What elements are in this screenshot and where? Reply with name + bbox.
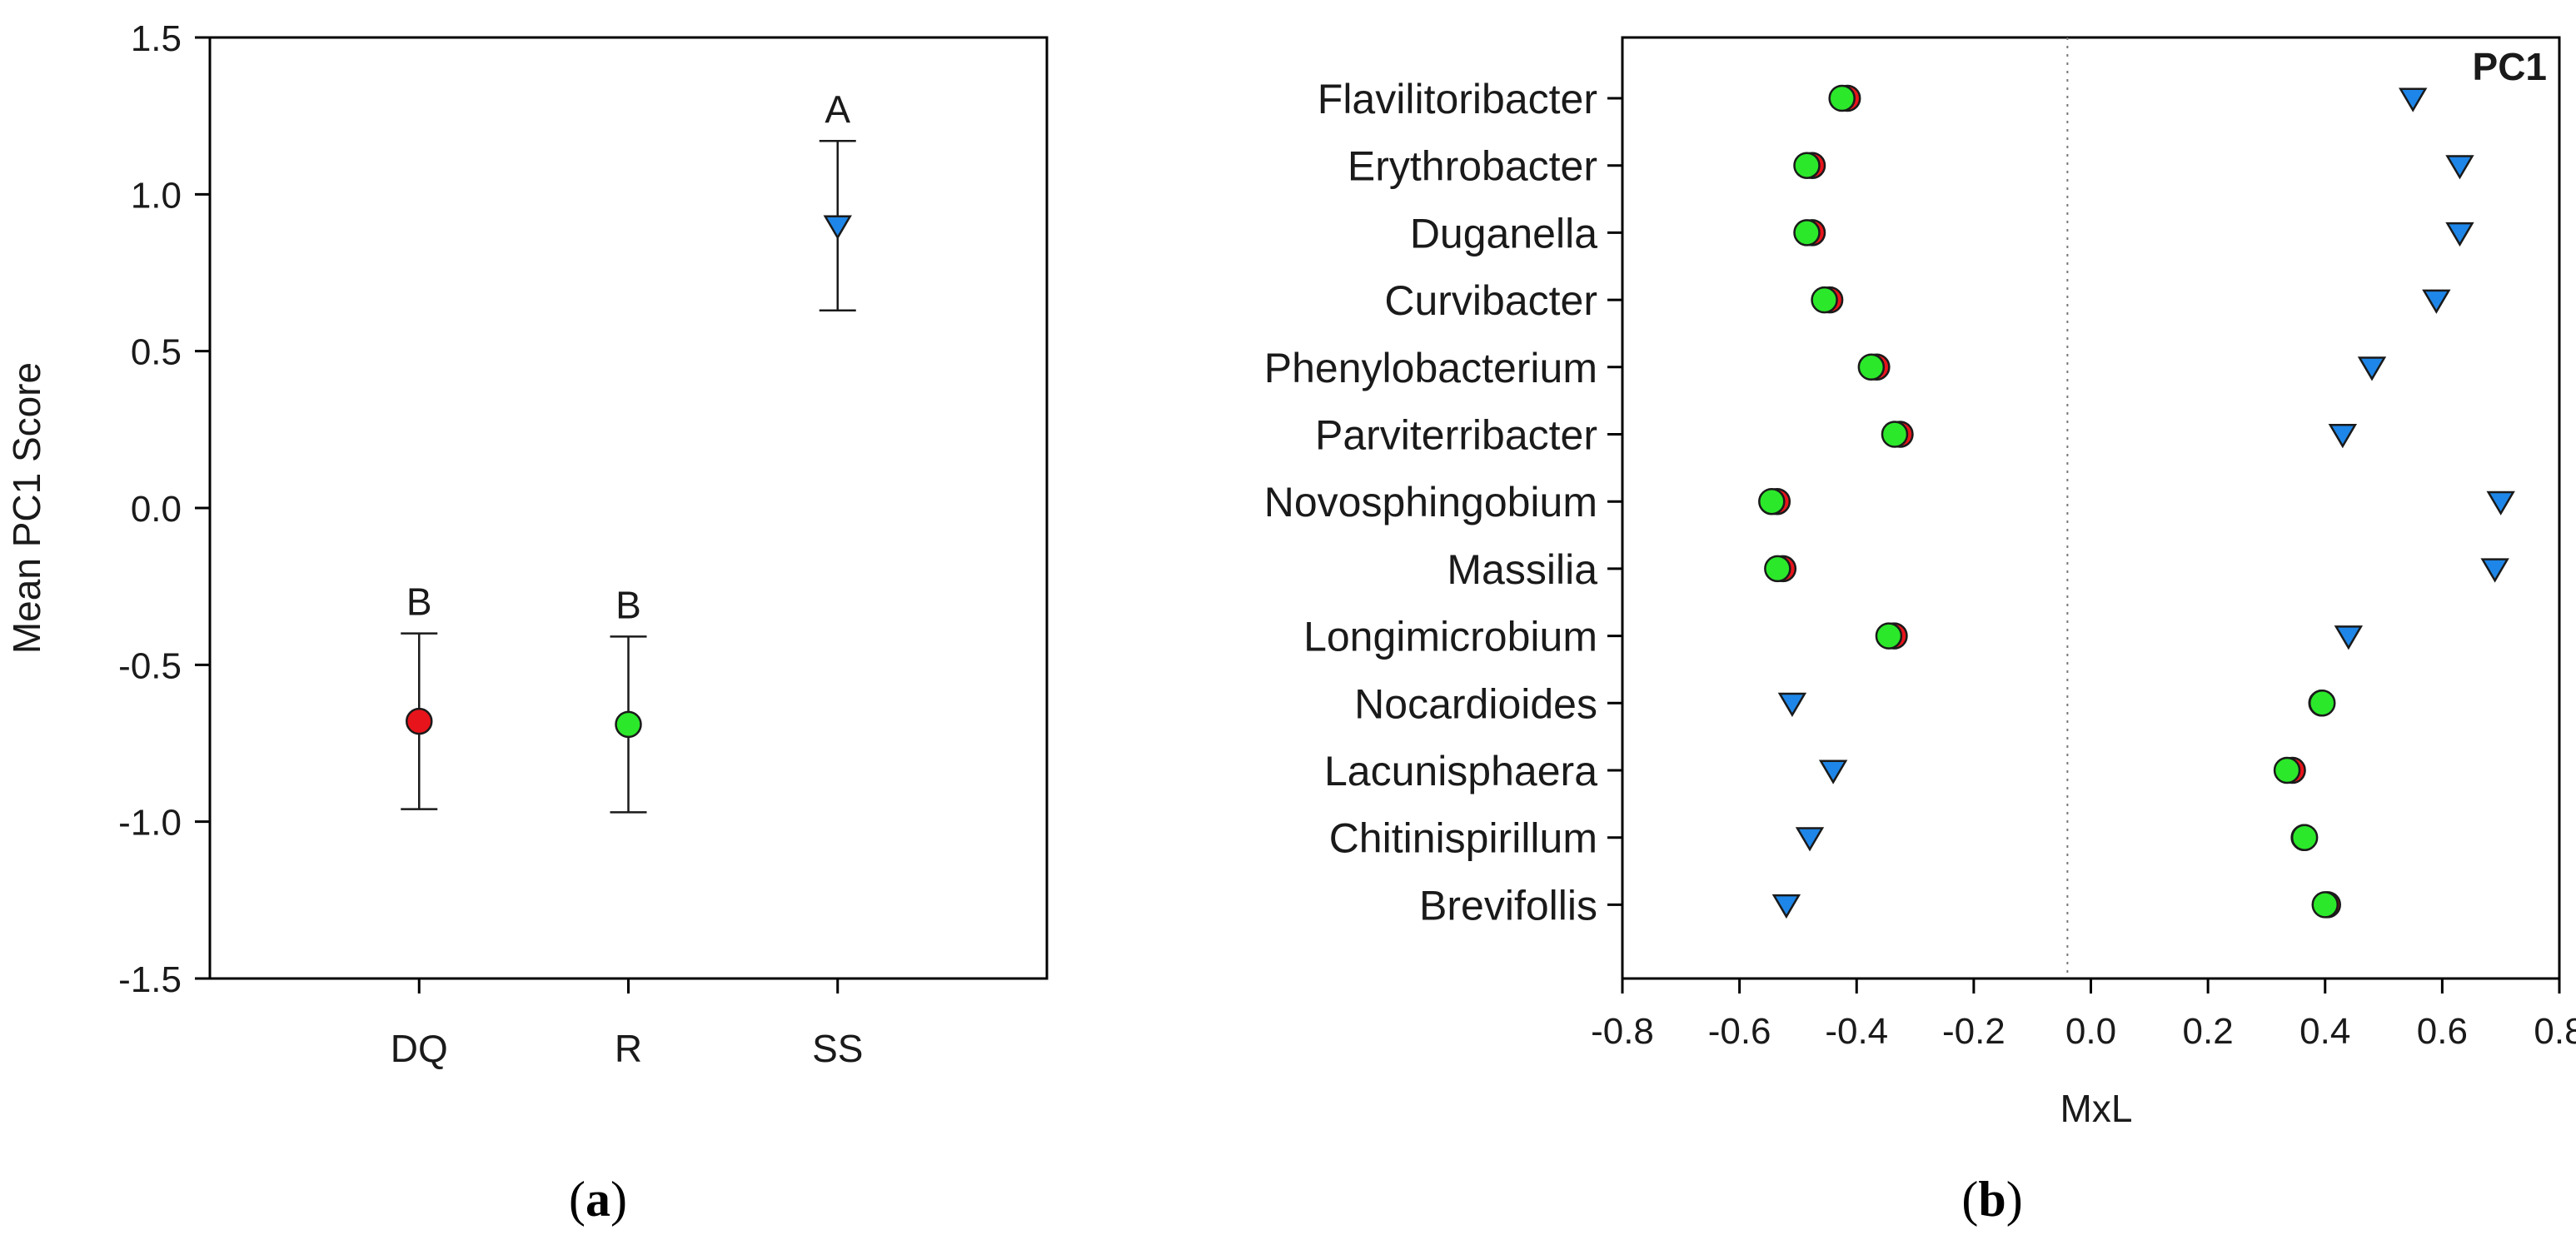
x-tick-label: DQ [391,1027,448,1070]
panel-a-chart: -1.5 -1.0 -0.5 0.0 0.5 1.0 1.5 DQ R SS B B A Mean … [5,18,1049,1070]
panel-b-label: (b) [1961,1172,2022,1227]
panel-a-x-axis: DQ R SS [391,979,863,1070]
x-tick-label: R [615,1027,642,1070]
data-point-marker [1875,622,1903,650]
data-point-marker [1881,421,1909,448]
data-point-marker [1793,152,1821,179]
series-R [1758,84,2339,919]
x-tick-label: 0.2 [2183,1011,2234,1052]
genus-label: Lacunisphaera [1324,748,1597,794]
panel-b-label-letter: b [1978,1172,2005,1227]
data-point-marker [2445,222,2474,247]
y-tick-label: 0.0 [131,489,182,530]
panel-b-x-axis: -0.8 -0.6 -0.4 -0.2 0.0 0.2 0.4 0.6 0.8 [1591,979,2576,1052]
significance-letter: A [825,87,850,131]
genus-label: Massilia [1447,546,1597,593]
data-point-group: A [819,87,856,311]
panel-b-points [1758,84,2515,919]
data-point-marker [2399,87,2428,112]
genus-label: Phenylobacterium [1264,345,1597,391]
panel-b-chart: Flavilitoribacter Erythrobacter Duganella C… [1264,36,2576,1130]
y-tick-label: 1.5 [131,18,182,59]
x-tick-label: SS [812,1027,863,1070]
data-point-marker [2328,424,2358,449]
panel-a-label-letter: a [585,1172,610,1227]
data-point-marker [2273,756,2301,784]
data-point-marker [1764,555,1791,583]
genus-label: Chitinispirillum [1329,815,1597,862]
data-point-marker [615,710,642,739]
genus-label: Brevifollis [1419,882,1597,929]
data-point-marker [1777,692,1807,718]
panel-a-y-axis: -1.5 -1.0 -0.5 0.0 0.5 1.0 1.5 [118,18,210,1000]
data-point-marker [2311,891,2339,919]
data-point-marker [2308,690,2336,717]
data-point-marker [1795,827,1825,852]
genus-label: Parviterribacter [1315,412,1597,459]
data-point-group: B [610,583,647,814]
x-tick-label: 0.4 [2299,1011,2350,1052]
y-tick-label: -0.5 [118,645,182,686]
panel-b-title: PC1 [2473,45,2547,88]
x-tick-label: 0.0 [2065,1011,2116,1052]
y-tick-label: 0.5 [131,332,182,373]
data-point-marker [406,707,433,735]
data-point-group: B [401,580,438,810]
panel-b-x-axis-label: MxL [2060,1087,2133,1130]
data-point-marker [1828,84,1856,112]
data-point-marker [2445,155,2474,180]
genus-label: Duganella [1410,210,1597,256]
y-tick-label: -1.0 [118,803,182,844]
x-tick-label: 0.6 [2417,1011,2468,1052]
x-tick-label: 0.8 [2534,1011,2576,1052]
x-tick-label: -0.8 [1591,1011,1654,1052]
data-point-marker [2422,289,2451,314]
data-point-marker [2290,824,2319,851]
genus-label: Curvibacter [1384,277,1597,324]
x-tick-label: -0.2 [1942,1011,2005,1052]
genus-label: Longimicrobium [1303,614,1597,660]
panel-a-label: (a) [569,1172,627,1227]
y-tick-label: 1.0 [131,175,182,216]
genus-label: Nocardioides [1354,680,1597,727]
data-point-marker [2334,625,2364,650]
data-point-marker [823,215,852,240]
data-point-marker [1818,759,1848,784]
panel-a-plot-frame [208,36,1049,980]
panel-a-y-axis-label: Mean PC1 Score [5,362,48,654]
data-point-marker [1793,219,1821,247]
data-point-marker [1811,286,1838,314]
y-tick-label: -1.5 [118,959,182,1000]
data-point-marker [2480,558,2509,583]
genus-label: Novosphingobium [1264,479,1597,525]
data-point-marker [2486,491,2515,515]
data-point-marker [1771,894,1801,919]
data-point-marker [2357,356,2387,381]
genus-label: Flavilitoribacter [1318,76,1597,122]
series-SS [1771,87,2515,919]
x-tick-label: -0.6 [1708,1011,1771,1052]
panel-a-points: B B A [401,87,856,814]
significance-letter: B [406,580,432,624]
genus-label: Erythrobacter [1348,143,1597,190]
series-DQ [1763,84,2341,919]
x-tick-label: -0.4 [1825,1011,1888,1052]
significance-letter: B [615,583,641,626]
data-point-marker [1857,353,1886,381]
panel-b-y-axis: Flavilitoribacter Erythrobacter Duganella C… [1264,76,1622,929]
data-point-marker [1758,487,1786,515]
